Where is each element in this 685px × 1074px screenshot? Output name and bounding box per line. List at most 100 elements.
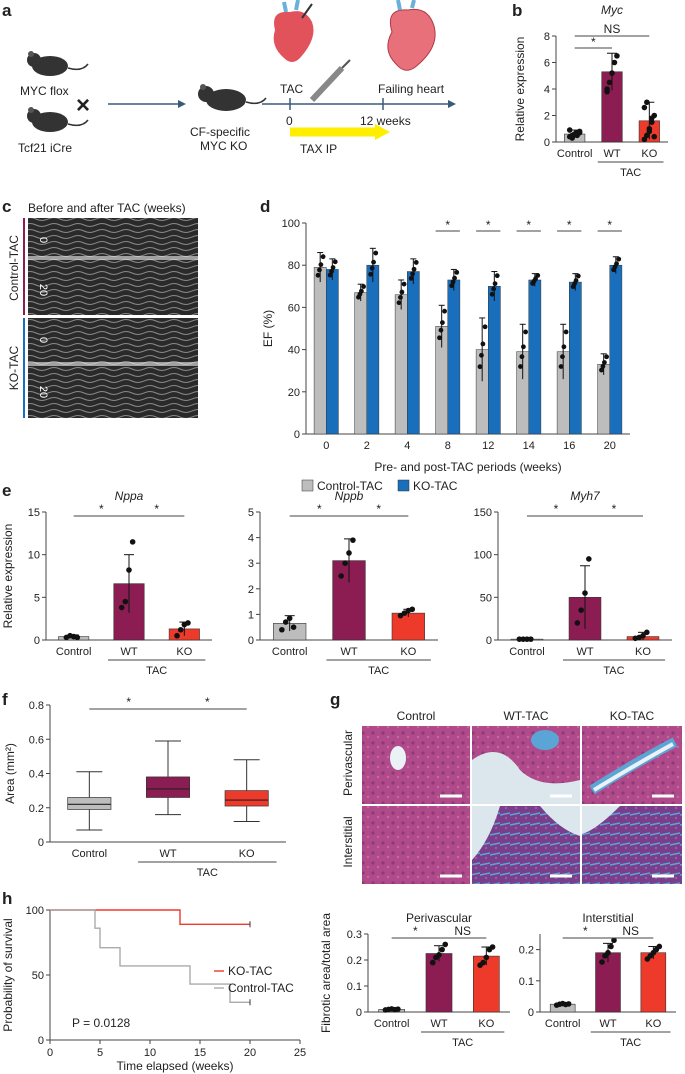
bar-control-tac-0 bbox=[313, 267, 327, 435]
data-point bbox=[578, 607, 584, 613]
x-tick-label: 8 bbox=[445, 440, 451, 452]
echo-week-0-b: 0 bbox=[37, 337, 49, 343]
data-point bbox=[369, 265, 375, 271]
data-point bbox=[373, 250, 379, 256]
data-point bbox=[558, 364, 564, 369]
x-tick-label: 25 bbox=[294, 1047, 306, 1059]
box-ko bbox=[224, 790, 269, 807]
y-tick-label: 0 bbox=[248, 635, 254, 647]
bar-ko bbox=[640, 952, 667, 1013]
bar-control-tac-4 bbox=[394, 294, 408, 435]
data-point bbox=[327, 272, 333, 278]
data-point bbox=[357, 291, 363, 297]
chart-title: Myh7 bbox=[570, 489, 601, 503]
y-axis-label: EF (%) bbox=[261, 310, 275, 347]
data-point bbox=[586, 556, 592, 562]
x-tick-label: KO bbox=[641, 148, 657, 160]
data-point bbox=[290, 624, 297, 630]
chart-title: Interstitial bbox=[582, 911, 633, 925]
x-tick-label: WT bbox=[340, 646, 357, 658]
y-tick-label: 0.8 bbox=[29, 700, 44, 712]
significance-label: * bbox=[154, 502, 159, 516]
panel-c: c Before and after TAC (weeks) Control-T… bbox=[2, 197, 198, 418]
legend-label-ko: KO-TAC bbox=[413, 479, 458, 493]
group-label: TAC bbox=[197, 867, 218, 879]
panel-g-histology: g Control WT-TAC KO-TAC Perivascular Int… bbox=[330, 690, 682, 884]
data-point bbox=[411, 266, 417, 272]
timepoint-0: 0 bbox=[286, 114, 293, 128]
data-point bbox=[656, 943, 663, 950]
y-tick-label: 0.3 bbox=[347, 929, 362, 941]
bar-ko-tac-8 bbox=[447, 279, 461, 435]
significance-label: * bbox=[445, 218, 450, 232]
y-tick-label: 50 bbox=[32, 970, 44, 982]
x-tick-label: KO bbox=[635, 646, 651, 658]
data-point bbox=[644, 629, 650, 636]
data-point bbox=[646, 128, 653, 135]
data-point bbox=[282, 619, 289, 625]
chart-title: Myc bbox=[601, 3, 623, 17]
panel-label-d: d bbox=[260, 197, 270, 216]
data-point bbox=[329, 268, 334, 274]
data-point bbox=[563, 329, 569, 335]
bar-ko-tac-14 bbox=[528, 279, 542, 435]
data-point bbox=[516, 636, 523, 642]
significance-label: * bbox=[205, 695, 210, 709]
data-point bbox=[317, 267, 322, 273]
x-axis-label: Pre- and post-TAC periods (weeks) bbox=[374, 460, 561, 474]
data-point bbox=[174, 632, 180, 639]
significance-label: NS bbox=[604, 22, 621, 36]
data-point bbox=[477, 364, 483, 370]
y-tick-label: 0.2 bbox=[29, 803, 44, 815]
data-point bbox=[611, 59, 618, 66]
y-tick-label: 0 bbox=[544, 137, 550, 149]
data-point bbox=[454, 269, 460, 275]
data-point bbox=[118, 604, 125, 611]
y-tick-label: 0.2 bbox=[519, 945, 534, 957]
data-point bbox=[604, 86, 610, 92]
x-tick-label: 20 bbox=[244, 1047, 256, 1059]
data-point bbox=[408, 275, 414, 281]
data-point bbox=[350, 537, 356, 543]
y-tick-label: 40 bbox=[288, 345, 300, 357]
data-point bbox=[395, 1006, 401, 1012]
chart-title: Nppa bbox=[115, 489, 144, 503]
survival-curve-ko-tac bbox=[50, 909, 250, 925]
significance-label: * bbox=[376, 502, 381, 516]
chart-g-interstitial: 0 0.1 0.2 Interstitial Control WT KO TAC * NS bbox=[519, 911, 676, 1049]
data-point bbox=[644, 99, 650, 106]
timepoint-12-weeks: 12 weeks bbox=[360, 114, 411, 128]
data-point bbox=[582, 590, 588, 596]
data-point bbox=[286, 615, 293, 622]
data-point bbox=[346, 550, 352, 556]
y-tick-label: 0.2 bbox=[347, 955, 362, 967]
y-tick-label: 0 bbox=[38, 1035, 44, 1047]
x-tick-label: WT bbox=[576, 646, 593, 658]
x-tick-label: 5 bbox=[97, 1047, 103, 1059]
data-point bbox=[450, 279, 456, 285]
data-point bbox=[599, 367, 604, 373]
data-point bbox=[342, 560, 348, 566]
mouse-label-tcf21-icre: Tcf21 iCre bbox=[18, 141, 72, 155]
data-point bbox=[604, 354, 609, 360]
echo-week-0-a: 0 bbox=[37, 237, 49, 243]
heart-icon-tac bbox=[273, 0, 314, 62]
significance-label: * bbox=[612, 502, 617, 516]
failing-heart-label: Failing heart bbox=[378, 82, 445, 96]
data-point bbox=[641, 104, 648, 111]
significance-label: * bbox=[554, 502, 559, 516]
echo-group-ko: KO-TAC bbox=[7, 345, 21, 390]
data-point bbox=[442, 308, 447, 314]
group-label: TAC bbox=[452, 1037, 473, 1049]
data-point bbox=[519, 354, 525, 360]
y-tick-label: 0 bbox=[486, 635, 492, 647]
significance-label: NS bbox=[454, 924, 471, 938]
bar-ko-tac-12 bbox=[488, 286, 501, 435]
data-point bbox=[524, 636, 530, 642]
y-tick-label: 0 bbox=[528, 1007, 534, 1019]
y-tick-label: 100 bbox=[474, 550, 492, 562]
x-tick-label: Control bbox=[557, 148, 592, 160]
panel-a: a MYC flox Tcf21 iCre × CF-specific MYC … bbox=[2, 0, 456, 156]
